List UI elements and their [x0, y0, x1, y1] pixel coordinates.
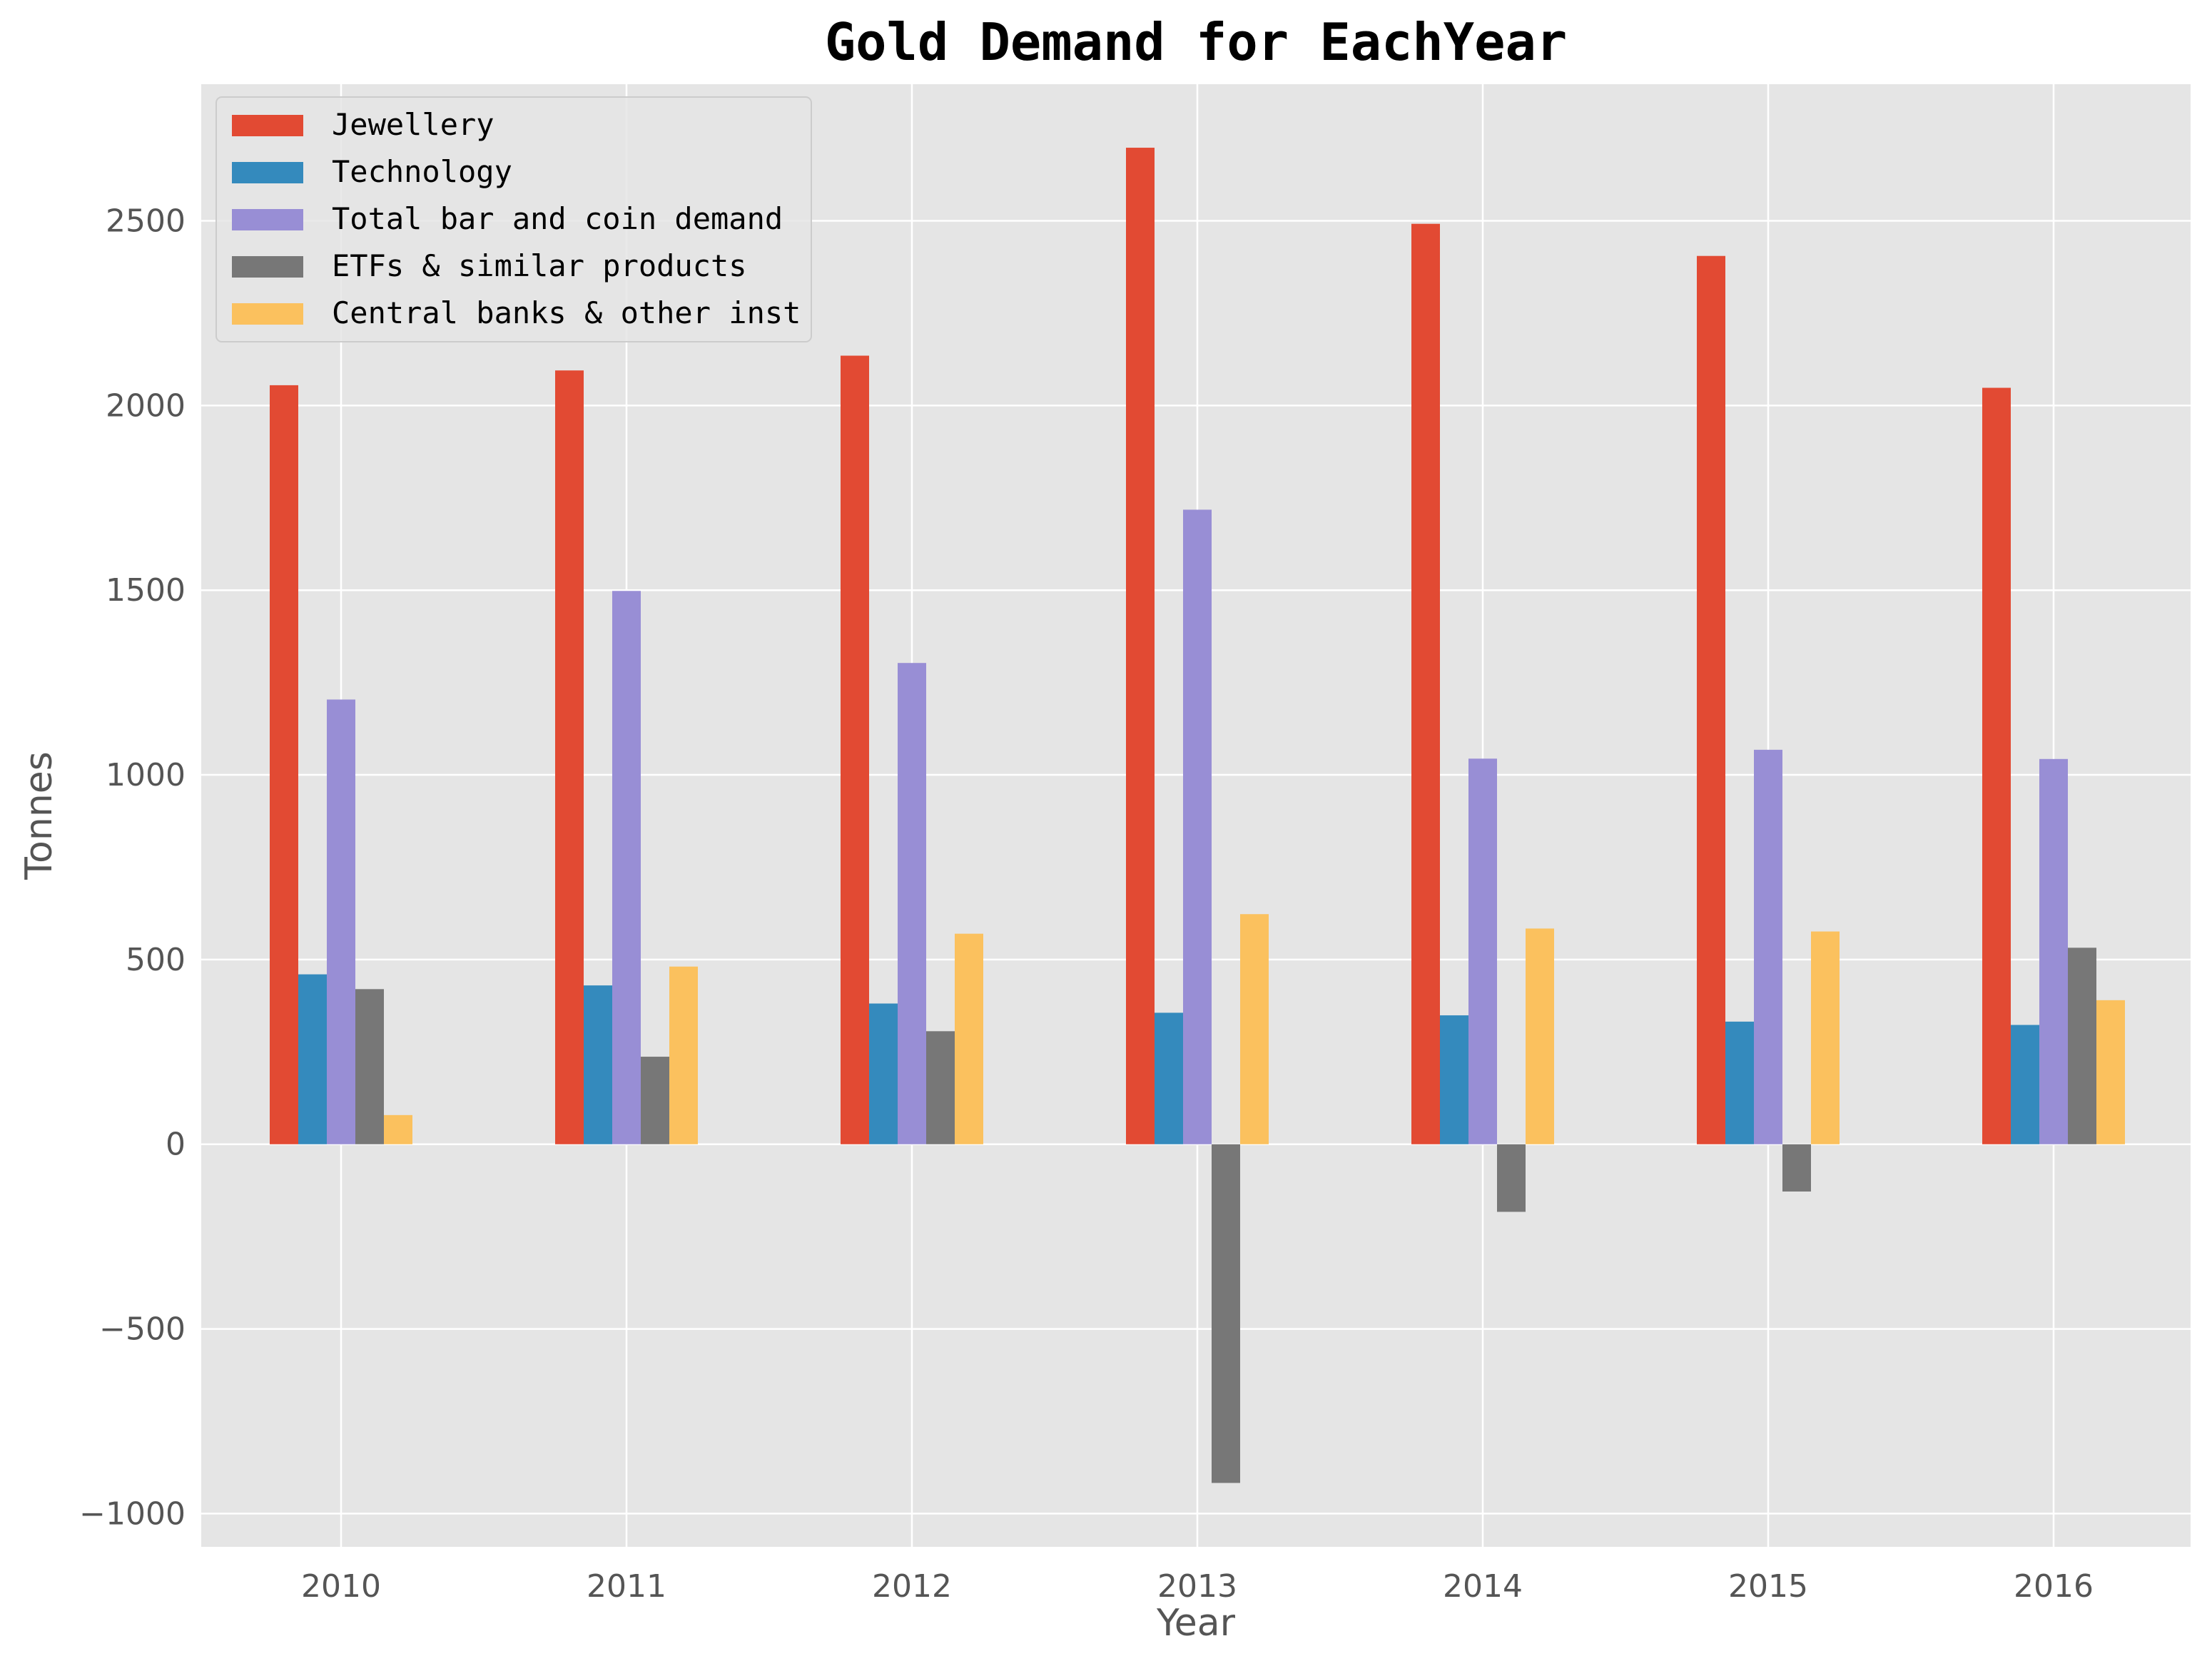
bar-total-bar-and-coin-demand-2014: [1468, 758, 1497, 1144]
x-tick-label: 2012: [872, 1568, 952, 1605]
x-tick-label: 2010: [301, 1568, 381, 1605]
legend-label: Jewellery: [332, 107, 494, 142]
legend-label: Total bar and coin demand: [332, 201, 783, 236]
legend-swatch: [232, 209, 303, 230]
y-tick-label: 0: [166, 1127, 186, 1163]
bar-central-banks-other-inst-2011: [669, 966, 698, 1144]
x-axis-label: Year: [1156, 1602, 1236, 1645]
y-tick-label: 2500: [106, 203, 186, 240]
chart-title: Gold Demand for EachYear: [825, 12, 1567, 72]
legend-label: Central banks & other inst: [332, 295, 801, 330]
bar-central-banks-other-inst-2015: [1811, 931, 1840, 1144]
bar-total-bar-and-coin-demand-2012: [898, 663, 926, 1144]
x-tick-label: 2011: [587, 1568, 666, 1605]
x-tick-label: 2015: [1728, 1568, 1808, 1605]
bar-technology-2013: [1155, 1012, 1183, 1144]
x-tick-label: 2013: [1157, 1568, 1237, 1605]
bar-central-banks-other-inst-2016: [2096, 1000, 2125, 1144]
bar-technology-2011: [584, 985, 612, 1144]
x-tick-label: 2014: [1443, 1568, 1523, 1605]
bar-etfs-similar-products-2010: [355, 989, 384, 1144]
bar-etfs-similar-products-2016: [2068, 948, 2096, 1144]
bar-central-banks-other-inst-2010: [384, 1114, 412, 1144]
bar-technology-2012: [869, 1003, 898, 1144]
legend-swatch: [232, 162, 303, 183]
bar-etfs-similar-products-2014: [1497, 1144, 1526, 1212]
bar-central-banks-other-inst-2013: [1240, 914, 1269, 1144]
legend-swatch: [232, 115, 303, 136]
bar-etfs-similar-products-2011: [641, 1057, 669, 1144]
bar-central-banks-other-inst-2014: [1526, 928, 1554, 1144]
bar-technology-2016: [2011, 1025, 2039, 1144]
bar-jewellery-2014: [1411, 223, 1440, 1144]
bars: [270, 148, 2125, 1483]
legend-label: Technology: [332, 154, 512, 189]
bar-total-bar-and-coin-demand-2010: [327, 699, 355, 1144]
bar-etfs-similar-products-2013: [1212, 1144, 1240, 1483]
bar-jewellery-2011: [555, 370, 584, 1144]
bar-technology-2014: [1440, 1015, 1468, 1144]
bar-jewellery-2016: [1982, 387, 2011, 1144]
bar-total-bar-and-coin-demand-2016: [2039, 758, 2068, 1144]
bar-etfs-similar-products-2015: [1782, 1144, 1811, 1192]
y-tick-labels: −1000 −500 0 500 1000 1500 2000 2500: [79, 203, 186, 1533]
bar-etfs-similar-products-2012: [926, 1031, 955, 1144]
bar-jewellery-2015: [1697, 255, 1725, 1144]
legend-box: [215, 96, 812, 342]
bar-total-bar-and-coin-demand-2011: [612, 591, 641, 1144]
bar-central-banks-other-inst-2012: [955, 933, 983, 1144]
bar-total-bar-and-coin-demand-2015: [1754, 749, 1782, 1144]
y-tick-label: 500: [126, 942, 186, 978]
y-axis-label: Tonnes: [18, 751, 61, 880]
y-tick-label: −500: [99, 1311, 186, 1348]
bar-jewellery-2012: [841, 355, 869, 1144]
legend-swatch: [232, 256, 303, 278]
bar-total-bar-and-coin-demand-2013: [1183, 509, 1212, 1144]
legend-label: ETFs & similar products: [332, 248, 747, 283]
bar-jewellery-2013: [1126, 148, 1155, 1144]
bar-technology-2015: [1725, 1021, 1754, 1144]
legend: Jewellery Technology Total bar and coin de…: [215, 96, 812, 342]
bar-jewellery-2010: [270, 385, 298, 1144]
legend-swatch: [232, 303, 303, 325]
bar-technology-2010: [298, 974, 327, 1144]
x-tick-label: 2016: [2014, 1568, 2094, 1605]
y-tick-label: 1500: [106, 572, 186, 609]
x-tick-labels: 2010 2011 2012 2013 2014 2015 2016: [301, 1568, 2094, 1605]
y-tick-label: 2000: [106, 387, 186, 424]
y-tick-label: −1000: [79, 1495, 186, 1532]
y-tick-label: 1000: [106, 757, 186, 793]
